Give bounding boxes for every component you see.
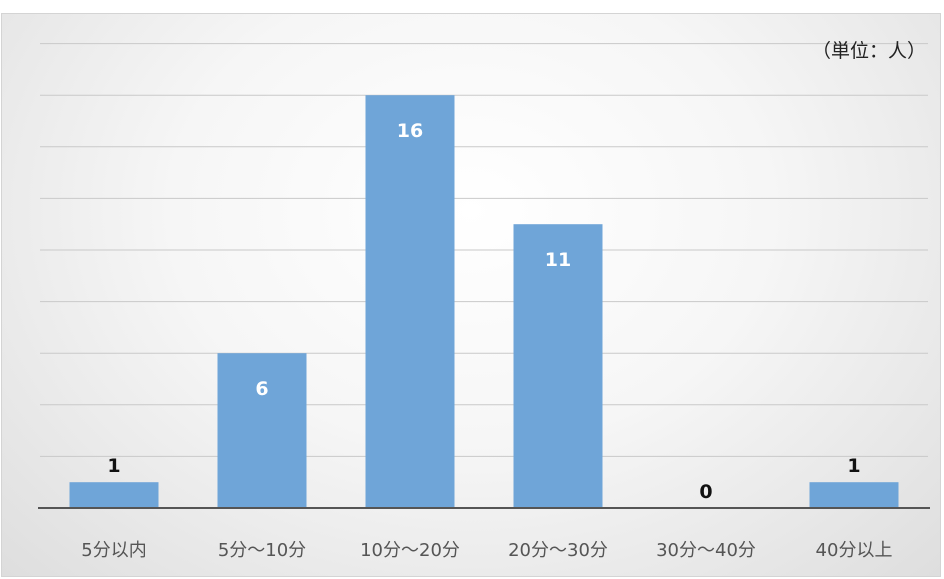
category-labels: 5分以内 5分～10分 10分～20分 20分～30分 30分～40分 40分以上 <box>81 540 892 561</box>
value-label-1: 1 <box>107 455 120 477</box>
value-label-3: 16 <box>397 120 423 142</box>
value-label-4: 11 <box>545 249 571 271</box>
bars <box>69 95 899 508</box>
bar-1 <box>69 482 159 508</box>
category-label-3: 10分～20分 <box>360 540 460 561</box>
value-label-6: 1 <box>847 455 860 477</box>
gridlines <box>40 43 928 457</box>
bar-4 <box>513 224 603 508</box>
bar-6 <box>809 482 899 508</box>
value-label-5: 0 <box>699 481 712 503</box>
category-label-1: 5分以内 <box>81 540 146 561</box>
value-label-2: 6 <box>255 378 268 400</box>
category-label-2: 5分～10分 <box>218 540 306 561</box>
bar-3 <box>365 95 455 508</box>
category-label-6: 40分以上 <box>816 540 893 561</box>
category-label-5: 30分～40分 <box>656 540 756 561</box>
unit-label: （単位：人） <box>812 40 926 62</box>
category-label-4: 20分～30分 <box>508 540 608 561</box>
bar-2 <box>217 353 307 508</box>
